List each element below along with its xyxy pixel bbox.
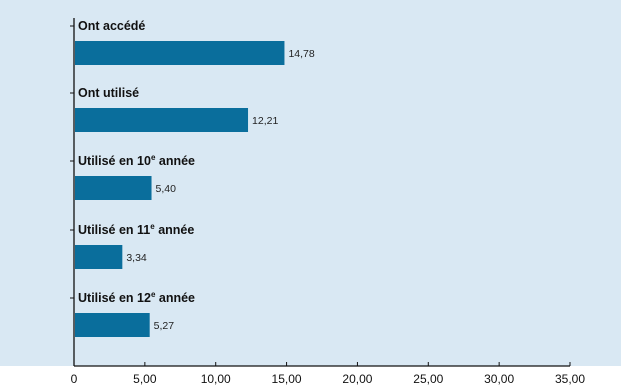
value-label: 12,21 bbox=[252, 115, 278, 127]
x-tick-label: 25,00 bbox=[413, 372, 443, 386]
value-label: 3,34 bbox=[126, 252, 147, 264]
value-label: 14,78 bbox=[288, 48, 314, 60]
x-tick-label: 0 bbox=[71, 372, 78, 386]
bar bbox=[75, 41, 285, 65]
bar bbox=[75, 313, 150, 337]
category-label: Ont utilisé bbox=[78, 86, 139, 100]
x-tick-label: 30,00 bbox=[484, 372, 514, 386]
bar bbox=[75, 245, 123, 269]
x-tick-label: 35,00 bbox=[555, 372, 585, 386]
category-label: Ont accédé bbox=[78, 19, 145, 33]
x-tick-label: 15,00 bbox=[272, 372, 302, 386]
x-tick-label: 20,00 bbox=[342, 372, 372, 386]
bar bbox=[75, 176, 152, 200]
value-label: 5,40 bbox=[156, 183, 177, 195]
category-label: Utilisé en 11e année bbox=[78, 222, 194, 237]
x-tick-label: 10,00 bbox=[201, 372, 231, 386]
x-tick-label: 5,00 bbox=[133, 372, 157, 386]
category-label: Utilisé en 10e année bbox=[78, 153, 195, 168]
category-label: Utilisé en 12e année bbox=[78, 290, 195, 305]
value-label: 5,27 bbox=[154, 320, 175, 332]
bar bbox=[75, 108, 249, 132]
